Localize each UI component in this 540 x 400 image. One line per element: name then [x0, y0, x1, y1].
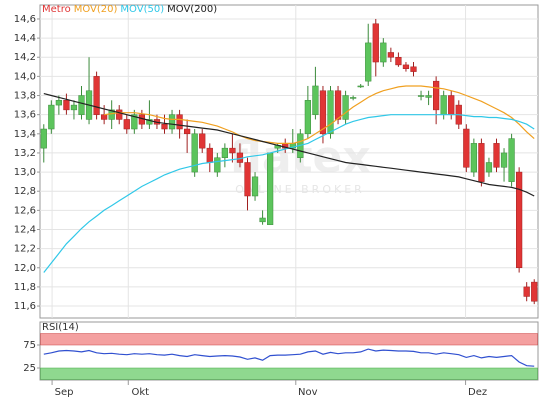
legend-entry: MOV(20) [74, 4, 118, 15]
y-tick-label: 14,6 [14, 14, 36, 25]
candle-body [508, 138, 515, 182]
candle-body [191, 133, 198, 173]
candle-body [48, 104, 55, 130]
candle-body [206, 147, 213, 163]
y-tick-label: 12,8 [14, 186, 36, 197]
candle-body [410, 66, 417, 72]
candle-body [176, 114, 183, 130]
candle-body [523, 286, 530, 297]
candle-body [251, 176, 259, 197]
y-tick-label: 13,6 [14, 110, 36, 121]
y-tick-label: 12,2 [14, 244, 36, 255]
y-tick-label: 12,0 [14, 263, 36, 274]
x-tick-label: Nov [298, 387, 318, 398]
rsi-legend: RSI(14) [42, 322, 79, 333]
y-tick-label: 14,2 [14, 52, 36, 63]
watermark-sub: ONLINE BROKER [235, 183, 365, 196]
x-tick-label: Sep [55, 387, 74, 398]
candle-body [433, 80, 440, 111]
candle-body [319, 90, 327, 135]
x-tick-label: Okt [131, 387, 149, 398]
y-tick-label: 14,4 [14, 33, 36, 44]
legend-entry: Metro [42, 4, 71, 15]
candle-body [402, 64, 410, 69]
candle-body [417, 95, 425, 97]
candle-body [259, 217, 266, 223]
legend-entry: MOV(50) [120, 4, 164, 15]
candle-body [500, 152, 508, 168]
candle-body [70, 104, 78, 111]
legend-entry: MOV(200) [167, 4, 217, 15]
candle-body [448, 95, 455, 115]
x-tick-label: Dez [468, 387, 487, 398]
rsi-zone-high [40, 333, 538, 346]
candle-body [131, 114, 138, 130]
candle-body [123, 119, 130, 130]
candle-body [168, 114, 176, 130]
candle-body [485, 162, 493, 173]
rsi-tick-label: 25 [23, 363, 36, 374]
line [43, 348, 535, 367]
candle-body [40, 128, 47, 149]
candle-body [327, 90, 334, 135]
line [104, 85, 535, 144]
candle-body [244, 162, 251, 197]
candle-body [357, 85, 364, 88]
candle-body [350, 97, 357, 99]
candle-body [229, 147, 236, 154]
candle-body [78, 95, 85, 115]
y-tick-label: 11,6 [14, 301, 36, 312]
candle-body [531, 281, 538, 302]
candle-body [387, 52, 394, 58]
candle-body [516, 171, 523, 269]
candle-body [470, 143, 477, 173]
y-tick-label: 14,0 [14, 71, 36, 82]
y-tick-label: 13,8 [14, 91, 36, 102]
candle-body [425, 95, 432, 98]
y-tick-label: 13,2 [14, 148, 36, 159]
candle-body [55, 100, 62, 106]
candle-body [63, 100, 70, 111]
candle-body [440, 95, 447, 115]
candle-body [395, 56, 402, 66]
candle-body [199, 133, 206, 149]
candle-body [463, 128, 470, 168]
candle-body [304, 100, 311, 135]
candle-body [365, 42, 372, 82]
candle-body [146, 119, 153, 125]
y-tick-label: 12,4 [14, 224, 36, 235]
candle-body [380, 42, 387, 63]
candle-body [372, 23, 379, 63]
candle-body [93, 76, 100, 115]
candle-body [101, 114, 108, 120]
y-tick-label: 13,0 [14, 167, 36, 178]
candle-body [267, 152, 274, 225]
candle-body [312, 85, 319, 115]
rsi-zone-low [40, 367, 538, 380]
candle-body [493, 143, 500, 168]
candle-body [161, 123, 168, 130]
candle-body [221, 147, 228, 158]
line [43, 93, 535, 197]
candle-body [342, 95, 349, 120]
candle-body [334, 90, 342, 120]
y-tick-label: 12,6 [14, 205, 36, 216]
rsi-tick-label: 75 [23, 340, 36, 351]
candle-body [478, 143, 485, 182]
candle-body [214, 157, 221, 173]
y-tick-label: 11,8 [14, 282, 36, 293]
y-tick-label: 13,4 [14, 129, 36, 140]
candle-body [116, 109, 123, 120]
candle-body [184, 128, 191, 135]
